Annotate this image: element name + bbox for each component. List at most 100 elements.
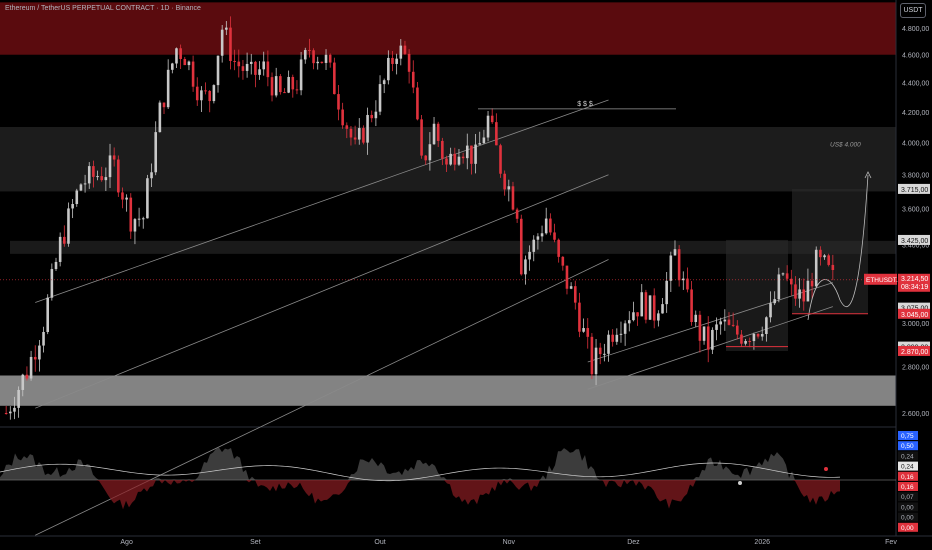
candle-body	[499, 145, 502, 174]
price-tag-label: 3.715,00	[901, 187, 928, 194]
price-tick-label: 2.800,00	[902, 364, 929, 371]
candle-body	[362, 128, 365, 143]
currency-button[interactable]: USDT	[900, 3, 926, 18]
candle-body	[13, 407, 16, 412]
price-tag-label: 3.045,00	[901, 312, 928, 319]
candle-body	[702, 326, 706, 341]
candle-body	[366, 114, 369, 143]
channel-big-channel-mid[interactable]	[35, 174, 609, 409]
candle-body	[337, 94, 340, 110]
candle-body	[465, 145, 469, 159]
price-tag-label: 3.425,00	[901, 238, 928, 245]
price-tag	[898, 345, 930, 356]
candle-body	[374, 111, 378, 119]
candle-body	[474, 144, 477, 164]
candle-body	[291, 76, 295, 90]
channel-small-channel-top[interactable]	[587, 282, 833, 363]
projection-curve[interactable]	[807, 174, 869, 321]
candle-body	[706, 326, 710, 350]
candle-body	[399, 45, 403, 59]
candle-body	[611, 334, 614, 342]
candle-body	[154, 132, 158, 173]
projection-label: US$ 4.000	[830, 141, 861, 148]
candle-body	[237, 61, 241, 67]
candle-body	[299, 59, 303, 91]
price-tick-label: 3.600,00	[902, 207, 929, 214]
candle-body	[208, 90, 212, 102]
candle-body	[519, 218, 523, 275]
candle-body	[490, 115, 494, 123]
candle-body	[507, 186, 511, 190]
candle-body	[353, 137, 357, 140]
price-tag-label: 2.870,00	[901, 349, 928, 356]
chart-title: Ethereum / TetherUS PERPETUAL CONTRACT ·…	[5, 5, 201, 12]
channel-big-channel-top[interactable]	[35, 99, 609, 303]
time-tick-label: Nov	[503, 539, 516, 546]
candle-body	[175, 48, 178, 64]
candle-body	[785, 273, 789, 279]
oscillator-tag	[898, 431, 918, 440]
candle-body	[100, 176, 104, 181]
candle-body	[141, 218, 145, 220]
candle-body	[810, 280, 814, 287]
candle-body	[341, 109, 344, 126]
candle-body	[636, 312, 639, 317]
candle-body	[17, 389, 20, 408]
oscillator-tag-label: 0,00	[901, 525, 914, 532]
oscillator-tag	[898, 451, 918, 461]
oscillator-tag	[898, 512, 918, 522]
oscillator-tag	[898, 461, 918, 471]
candle-body	[482, 137, 486, 144]
candle-body	[511, 186, 515, 210]
candle-body	[46, 297, 49, 332]
candle-body	[544, 218, 548, 234]
oscillator-signal-line	[0, 462, 841, 482]
oscillator-tag-label: 0,07	[901, 494, 914, 501]
price-tag	[898, 308, 930, 319]
candle-body	[565, 265, 569, 289]
candle-body	[158, 102, 162, 133]
oscillator-panel	[0, 447, 896, 510]
candle-body	[382, 80, 386, 85]
candle-body	[420, 119, 423, 156]
candle-body	[166, 69, 170, 108]
candle-body	[233, 61, 236, 63]
candle-body	[794, 284, 797, 299]
time-axis[interactable]: Ago Set Out Nov Dez 2026 Fev	[120, 539, 897, 546]
candle-body	[457, 156, 461, 165]
candle-body	[345, 125, 349, 129]
candle-body	[150, 172, 153, 179]
candle-body	[827, 255, 830, 265]
candle-body	[698, 314, 702, 341]
candle-body	[578, 302, 581, 332]
candle-body	[87, 166, 91, 184]
candle-body	[478, 143, 482, 145]
candle-body	[760, 333, 764, 337]
candle-body	[258, 69, 261, 75]
candle-body	[229, 27, 232, 62]
channel-small-channel-mid[interactable]	[587, 306, 833, 390]
candle-body	[652, 295, 656, 321]
price-tick-label: 4.000,00	[902, 140, 929, 147]
candle-body	[515, 209, 519, 219]
candle-body	[125, 197, 128, 200]
price-tick-label: 4.600,00	[902, 53, 929, 60]
candle-body	[549, 218, 552, 233]
candle-body	[740, 334, 743, 344]
candle-body	[798, 289, 801, 299]
candle-body	[104, 177, 108, 181]
candle-body	[615, 334, 619, 342]
countdown-label: 08:34:19	[901, 284, 928, 291]
price-tick-label: 4.400,00	[902, 81, 929, 88]
candle-body	[694, 314, 698, 322]
oscillator-tag-label: 0,00	[901, 504, 914, 511]
candle-body	[279, 76, 282, 93]
candle-body	[773, 299, 776, 304]
zone-resistance	[0, 2, 896, 55]
candle-body	[370, 114, 374, 119]
candle-body	[179, 48, 182, 59]
candle-body	[395, 58, 398, 64]
price-tick-label: 3.000,00	[902, 321, 929, 328]
candle-body	[54, 261, 58, 270]
